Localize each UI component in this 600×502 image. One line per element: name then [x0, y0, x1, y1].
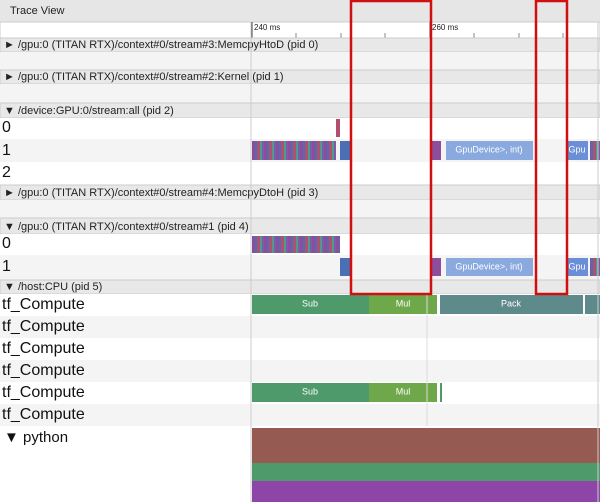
track-background: [0, 316, 600, 338]
track-background: [340, 141, 350, 160]
event-label: Pack: [501, 298, 522, 308]
event-label: Sub: [302, 298, 318, 308]
event[interactable]: [567, 141, 588, 160]
track-background: [0, 52, 600, 70]
group-label[interactable]: ▼ /host:CPU (pid 5): [4, 281, 102, 293]
event-label: GpuDevice>, int): [455, 261, 522, 271]
event[interactable]: [369, 383, 437, 402]
track-label: tf_Compute: [2, 384, 85, 401]
event[interactable]: [440, 295, 583, 314]
group-label[interactable]: ► /gpu:0 (TITAN RTX)/context#0/stream#2:…: [4, 71, 283, 83]
track-background: [585, 295, 600, 314]
track-background: [0, 118, 600, 139]
title: Trace View: [10, 5, 64, 17]
track-background: [252, 481, 600, 502]
group-label[interactable]: ▼ /device:GPU:0/stream:all (pid 2): [4, 105, 174, 117]
track-label: 1: [2, 142, 11, 159]
event-label: GpuDevice>, int): [455, 144, 522, 154]
track-background: [252, 428, 600, 463]
track-background: [440, 383, 442, 402]
title-bar: [0, 0, 600, 22]
track-background: [295, 33, 564, 38]
event-label: Gpu: [568, 144, 585, 154]
track-label: tf_Compute: [2, 406, 85, 423]
track-label: tf_Compute: [2, 296, 85, 313]
event[interactable]: [567, 258, 588, 276]
group-label[interactable]: ► /gpu:0 (TITAN RTX)/context#0/stream#4:…: [4, 187, 318, 199]
track-label: 0: [2, 235, 11, 252]
track-background: [0, 404, 600, 426]
event-label: Sub: [302, 386, 318, 396]
track-background: [432, 258, 441, 276]
track-background: [0, 338, 600, 360]
event-label: Mul: [396, 386, 411, 396]
event[interactable]: [446, 258, 533, 276]
group-label[interactable]: ▼ /gpu:0 (TITAN RTX)/context#0/stream#1 …: [4, 221, 249, 233]
event[interactable]: [252, 383, 369, 402]
highlight: [349, 0, 433, 296]
track-background: [590, 258, 600, 276]
track-background: [340, 258, 350, 276]
event[interactable]: [446, 141, 533, 160]
track-background: [336, 119, 340, 137]
event-label: Gpu: [568, 261, 585, 271]
track-label: tf_Compute: [2, 340, 85, 357]
group-label[interactable]: ► /gpu:0 (TITAN RTX)/context#0/stream#3:…: [4, 39, 318, 51]
track-background: [0, 200, 600, 218]
track-background: [0, 162, 600, 185]
ruler: [0, 21, 600, 39]
ruler-tick: 260 ms: [432, 23, 458, 32]
track-background: [432, 141, 441, 160]
event-label: Mul: [396, 298, 411, 308]
track-background: [252, 463, 600, 481]
track-label: 2: [2, 164, 11, 181]
track-background: [0, 360, 600, 382]
track-label: 0: [2, 119, 11, 136]
event[interactable]: [252, 295, 369, 314]
track-label[interactable]: ▼ python: [4, 429, 68, 446]
track-background: [590, 141, 600, 160]
track-label: 1: [2, 258, 11, 275]
track-background: [0, 84, 600, 103]
track-background: [252, 236, 340, 253]
event[interactable]: [369, 295, 437, 314]
ruler-tick: 240 ms: [254, 23, 280, 32]
track-background: [252, 141, 336, 160]
track-label: tf_Compute: [2, 362, 85, 379]
highlight: [534, 0, 569, 296]
track-label: tf_Compute: [2, 318, 85, 335]
